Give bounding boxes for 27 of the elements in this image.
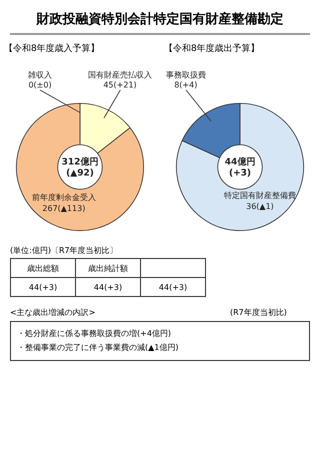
text: 44(+3) (76, 278, 140, 296)
text: (▲92) (66, 168, 94, 178)
slice-label: 国有財産売払収入 (88, 70, 152, 80)
slice-label: 事務取扱費 (166, 70, 206, 80)
text: 312億円 (62, 156, 98, 168)
data-label: 267(▲113) (42, 204, 86, 214)
text: <主な歳出増減の内訳> (10, 307, 96, 318)
chart-title: 【令和8年度歳入予算】 (4, 42, 100, 55)
text: (+3) (228, 168, 252, 178)
slice-label: 特定国有財産整備費 (224, 191, 296, 200)
text: 44億円 (224, 156, 256, 168)
text: 0(±0) (28, 80, 52, 90)
slice-label: 前年度剰余金受入 (32, 193, 96, 202)
text: ・整備事業の完了に伴う事業費の減(▲1億円) (17, 342, 180, 354)
data-label: 45(+21) (103, 80, 137, 90)
data-label: 36(▲1) (246, 202, 274, 212)
text: ・処分財産に係る事務取扱費の増(+4億円) (17, 328, 172, 340)
text: 44(+3) (10, 278, 76, 296)
text: 財政投融資特別会計特定国有財産整備勘定 (10, 10, 310, 35)
text: 44(+3) (140, 278, 206, 296)
text: (単位:億円)〔R7年度当初比〕 (10, 245, 118, 256)
chart-title: 【令和8年度歳出予算】 (164, 42, 260, 55)
text: (R7年度当初比) (230, 307, 287, 318)
text: 歳出純計額 (76, 258, 140, 278)
text: 歳出総額 (10, 258, 76, 278)
category-label: 雑収入 (28, 70, 52, 80)
data-label: 8(+4) (174, 80, 198, 90)
